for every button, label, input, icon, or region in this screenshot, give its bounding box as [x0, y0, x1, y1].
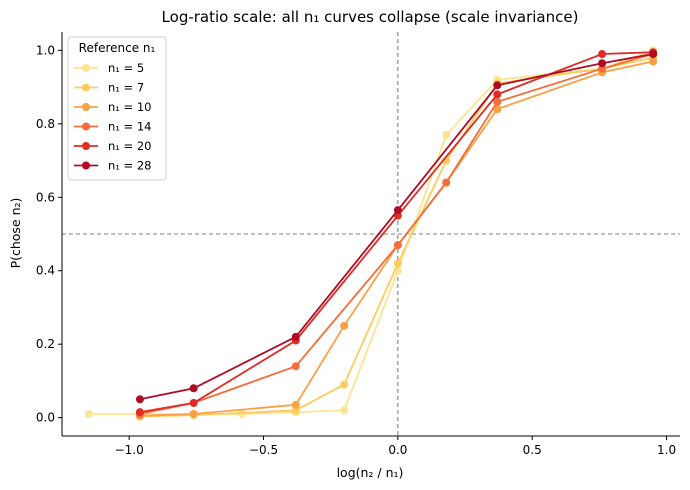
- legend-item: n₁ = 14: [74, 120, 151, 134]
- data-point: [291, 400, 300, 409]
- data-point: [393, 259, 402, 268]
- reference-lines: [62, 32, 680, 436]
- legend-swatch-marker: [82, 64, 90, 72]
- legend-label: n₁ = 5: [108, 61, 144, 75]
- data-point: [493, 81, 502, 90]
- data-point: [393, 206, 402, 215]
- series-1: [84, 46, 658, 418]
- series-line: [139, 56, 654, 418]
- series-3: [135, 57, 658, 420]
- legend-item: n₁ = 7: [74, 81, 144, 95]
- data-point: [135, 395, 144, 404]
- series-layer: [84, 46, 658, 421]
- data-point: [493, 105, 502, 114]
- legend: Reference n₁ n₁ = 5 n₁ = 7 n₁ = 10 n₁ = 14 n₁…: [67, 36, 167, 181]
- legend-swatch-marker: [82, 122, 90, 131]
- data-point: [493, 90, 502, 99]
- data-point: [340, 380, 349, 389]
- data-point: [340, 321, 349, 330]
- series-6: [135, 50, 658, 404]
- x-tick-label: 1.0: [657, 443, 676, 457]
- legend-item: n₁ = 20: [74, 139, 151, 153]
- data-point: [189, 409, 198, 418]
- series-5: [135, 48, 658, 417]
- data-point: [135, 408, 144, 417]
- series-line: [88, 49, 654, 415]
- legend-title: Reference n₁: [79, 41, 156, 55]
- data-point: [340, 406, 349, 415]
- legend-swatch-marker: [82, 161, 90, 170]
- data-point: [189, 384, 198, 393]
- legend-label: n₁ = 7: [108, 81, 144, 95]
- data-point: [442, 130, 451, 139]
- ticks: −1.0 −0.5 0.0 0.5 1.0 0.0 0.2 0.4 0.6 0.8 1.0: [36, 43, 676, 457]
- y-tick-label: 0.0: [36, 411, 55, 425]
- legend-item: n₁ = 5: [74, 61, 144, 75]
- series-2: [135, 53, 658, 421]
- y-tick-label: 1.0: [36, 43, 55, 57]
- series-4: [135, 50, 658, 418]
- data-point: [598, 50, 607, 59]
- legend-label: n₁ = 10: [108, 100, 151, 114]
- series-line: [139, 53, 654, 401]
- legend-swatch-marker: [82, 83, 90, 92]
- y-tick-label: 0.4: [36, 264, 55, 278]
- x-tick-label: 0.5: [523, 443, 542, 457]
- data-point: [442, 178, 451, 187]
- data-point: [649, 57, 658, 66]
- y-tick-label: 0.8: [36, 117, 55, 131]
- data-point: [649, 50, 658, 59]
- legend-box: [67, 36, 167, 181]
- data-point: [291, 332, 300, 341]
- data-point: [238, 409, 247, 418]
- y-axis-label: P(chose n₂): [8, 198, 23, 269]
- data-point: [493, 97, 502, 106]
- x-tick-label: −0.5: [249, 443, 278, 457]
- data-point: [393, 241, 402, 250]
- data-point: [84, 409, 93, 418]
- x-tick-label: −1.0: [115, 443, 144, 457]
- legend-swatch-marker: [82, 142, 90, 150]
- legend-label: n₁ = 28: [108, 159, 151, 173]
- data-point: [598, 59, 607, 68]
- legend-item: n₁ = 28: [74, 159, 151, 173]
- chart-title: Log-ratio scale: all n₁ curves collapse …: [162, 8, 579, 26]
- data-point: [291, 406, 300, 415]
- legend-item: n₁ = 10: [74, 100, 151, 114]
- series-line: [139, 60, 654, 417]
- data-point: [291, 362, 300, 371]
- axes: [61, 32, 680, 437]
- y-tick-label: 0.6: [36, 190, 55, 204]
- x-axis-label: log(n₂ / n₁): [337, 465, 404, 480]
- x-tick-label: 0.0: [388, 443, 407, 457]
- data-point: [189, 398, 198, 407]
- legend-swatch-marker: [82, 103, 90, 111]
- series-line: [139, 51, 654, 413]
- y-tick-label: 0.2: [36, 337, 55, 351]
- legend-label: n₁ = 14: [108, 120, 151, 134]
- series-line: [139, 53, 654, 415]
- data-point: [598, 64, 607, 73]
- legend-label: n₁ = 20: [108, 139, 151, 153]
